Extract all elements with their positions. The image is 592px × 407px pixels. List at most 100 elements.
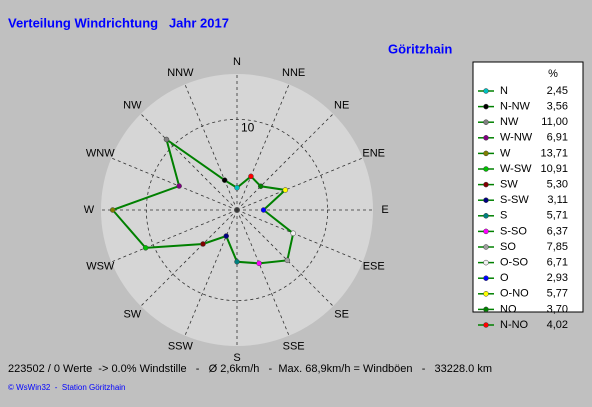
legend-value: 4,02: [547, 319, 568, 331]
direction-label: S: [233, 352, 240, 364]
legend-value: 5,30: [547, 179, 568, 191]
legend-marker: [483, 103, 489, 110]
rose-point: [256, 260, 262, 267]
legend-label: O-NO: [500, 288, 529, 300]
legend-label: SW: [500, 179, 518, 191]
legend-value: 10,91: [540, 163, 568, 175]
spoke: [236, 157, 363, 211]
legend-header: %: [548, 68, 558, 80]
legend-marker: [483, 291, 489, 297]
footer-credit: © WsWin32 - Station Göritzhain: [8, 383, 126, 392]
spoke: [236, 209, 290, 336]
legend-label: W-NW: [500, 132, 533, 144]
legend-marker: [483, 88, 489, 94]
direction-label: NW: [123, 99, 142, 111]
legend-label: N: [500, 85, 508, 97]
rose-point: [284, 257, 291, 264]
legend-value: 3,11: [547, 194, 568, 206]
legend-marker: [483, 135, 489, 141]
legend-marker: [483, 197, 489, 203]
legend-label: SO: [500, 241, 516, 253]
legend-marker: [483, 306, 489, 313]
legend-marker: [483, 213, 489, 219]
rose-point: [257, 183, 264, 190]
spoke: [184, 84, 238, 211]
direction-label: NNW: [167, 67, 194, 79]
spoke: [111, 209, 238, 263]
legend-label: NW: [500, 116, 519, 128]
station-name: Göritzhain: [388, 41, 452, 56]
direction-label: E: [381, 204, 388, 216]
legend-label: O-SO: [500, 257, 529, 269]
spoke: [111, 157, 238, 211]
rose-point: [176, 183, 182, 189]
legend-marker: [483, 259, 489, 266]
direction-label: SW: [123, 309, 141, 321]
legend-label: W: [500, 147, 511, 159]
direction-label: N: [233, 56, 241, 68]
rose-point: [290, 230, 296, 237]
rose-point: [221, 177, 228, 183]
legend-marker: [483, 166, 489, 172]
legend-label: O: [500, 272, 509, 284]
chart-title: Verteilung Windrichtung Jahr 2017: [8, 15, 229, 30]
legend-value: 2,93: [547, 272, 568, 284]
legend-label: S: [500, 210, 507, 222]
direction-label: W: [84, 204, 95, 216]
rose-point: [260, 207, 267, 213]
rose-point: [282, 187, 289, 193]
legend-value: 3,56: [547, 101, 568, 113]
legend-value: 13,71: [540, 147, 568, 159]
direction-label: SSE: [283, 341, 305, 353]
ring-label: 10: [241, 121, 255, 135]
spoke: [236, 209, 334, 307]
legend-marker: [483, 275, 489, 281]
direction-label: NE: [334, 99, 349, 111]
rose-point: [109, 207, 116, 213]
spoke: [140, 209, 238, 307]
direction-label: ENE: [362, 147, 385, 159]
spoke: [236, 209, 363, 263]
spoke: [236, 84, 290, 211]
ring: [145, 118, 329, 302]
legend-value: 5,71: [547, 210, 568, 222]
legend-label: NO: [500, 303, 517, 315]
rose-point: [234, 259, 240, 265]
legend-value: 6,91: [547, 132, 568, 144]
legend-label: W-SW: [500, 163, 532, 175]
rose-point: [234, 185, 240, 191]
legend-box: [472, 61, 584, 313]
legend-marker: [483, 228, 489, 235]
legend-value: 6,37: [547, 225, 568, 237]
legend-label: N-NO: [500, 319, 529, 331]
legend-marker: [483, 119, 489, 125]
legend-label: N-NW: [500, 101, 531, 113]
direction-label: WSW: [86, 261, 115, 273]
legend-marker: [483, 181, 489, 188]
direction-label: ESE: [363, 261, 385, 273]
legend-label: S-SO: [500, 225, 527, 237]
rose-point: [200, 241, 206, 247]
legend-marker: [483, 150, 489, 157]
direction-label: SE: [334, 309, 349, 321]
legend-label: S-SW: [500, 194, 529, 206]
direction-label: SSW: [168, 341, 194, 353]
legend-value: 11,00: [541, 116, 568, 128]
direction-label: WNW: [86, 147, 115, 159]
legend-marker: [483, 244, 489, 250]
legend-value: 5,77: [547, 288, 568, 300]
legend-value: 3,70: [547, 303, 568, 315]
spoke: [184, 209, 238, 336]
rose-point: [248, 173, 254, 180]
rose-point: [223, 233, 229, 239]
rose-point: [163, 136, 170, 143]
legend-marker: [483, 322, 489, 328]
legend-value: 2,45: [547, 85, 568, 97]
spoke: [236, 113, 334, 211]
direction-label: NNE: [282, 67, 305, 79]
footer-stats: 223502 / 0 Werte -> 0.0% Windstille - Ø …: [8, 363, 492, 375]
rose-point: [142, 245, 149, 251]
legend-value: 6,71: [547, 257, 568, 269]
legend-value: 7,85: [547, 241, 568, 253]
